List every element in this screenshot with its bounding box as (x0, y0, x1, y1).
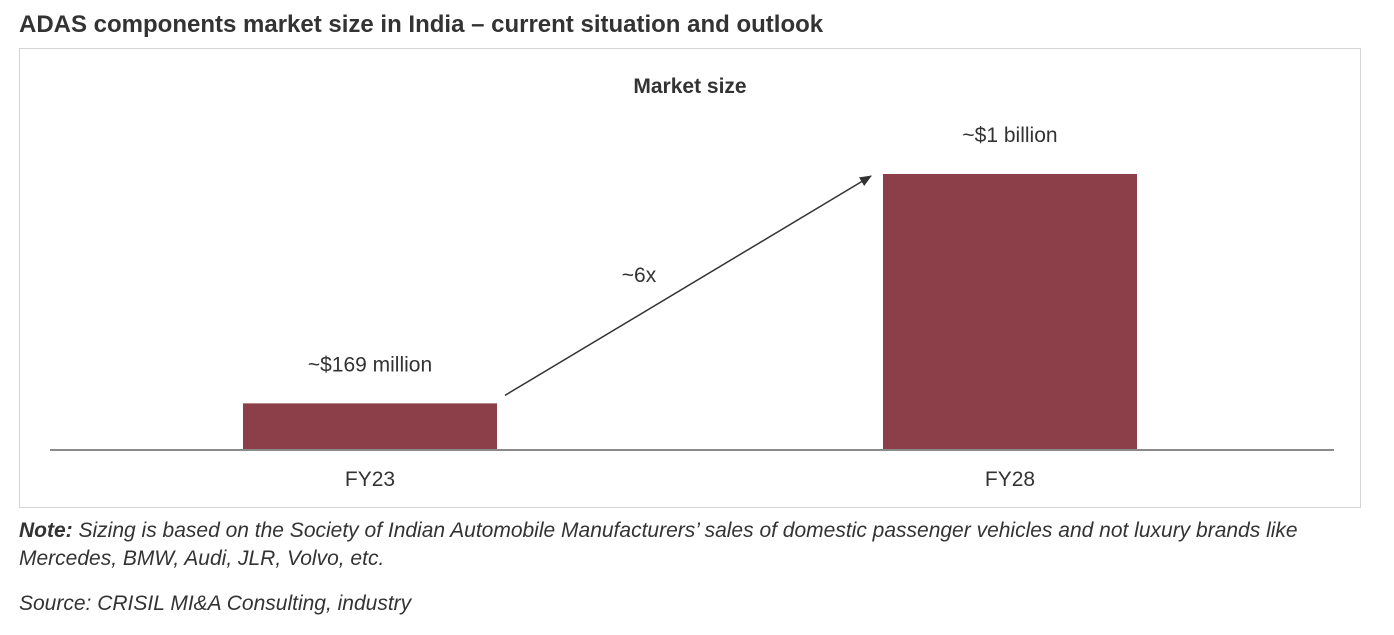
data-label-fy28: ~$1 billion (962, 124, 1057, 147)
bar-fy28 (883, 174, 1137, 450)
bar-fy23 (243, 403, 497, 450)
chart-frame: Market size ~$169 million FY23 ~$1 billion… (19, 48, 1361, 508)
data-label-fy23: ~$169 million (308, 353, 432, 376)
page-title: ADAS components market size in India – c… (19, 11, 824, 38)
growth-annotation: ~6x (504, 175, 872, 396)
source-text: Source: CRISIL MI&A Consulting, industry (19, 592, 412, 615)
x-tick-label-fy28: FY28 (985, 468, 1035, 491)
x-tick-label-fy23: FY23 (345, 468, 395, 491)
bars-layer (243, 174, 1137, 450)
labels-layer: ~$169 million FY23 ~$1 billion FY28 (308, 124, 1058, 491)
note-label: Note: (19, 519, 73, 542)
bar-chart: Market size ~$169 million FY23 ~$1 billion… (50, 75, 1334, 491)
growth-arrow (504, 175, 872, 396)
growth-label: ~6x (622, 264, 657, 287)
note-text: Sizing is based on the Society of Indian… (19, 519, 1298, 570)
chart-title: Market size (633, 75, 746, 98)
chart-note: Note: Sizing is based on the Society of … (19, 517, 1381, 573)
